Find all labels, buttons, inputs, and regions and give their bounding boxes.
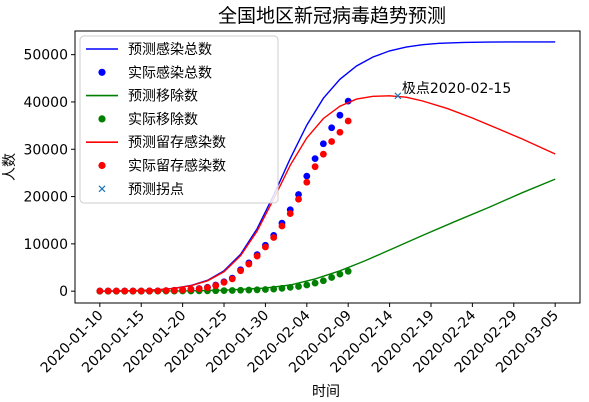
series-5-point	[146, 287, 153, 295]
series-3-point	[336, 270, 344, 278]
series-1-point	[295, 191, 302, 198]
series-5-point	[295, 195, 302, 203]
series-1-point	[303, 172, 311, 180]
series-3-point	[270, 285, 278, 293]
series-5-point	[162, 287, 170, 295]
series-5-point	[212, 282, 220, 289]
legend-dot-swatch	[98, 161, 106, 170]
inflection-annotation: 极点2020-02-15	[402, 81, 511, 97]
legend-item: 预测留存感染数	[86, 134, 226, 151]
legend-item: 实际移除数	[98, 112, 198, 128]
series-5-point	[336, 128, 344, 136]
legend-dot-swatch	[98, 115, 106, 123]
legend-label: 实际留存感染数	[128, 158, 226, 175]
series-3-point	[328, 274, 336, 281]
series-5-point	[328, 138, 336, 145]
legend-dot-swatch	[98, 68, 106, 76]
series-3-point	[220, 287, 228, 295]
series-5-point	[220, 278, 228, 286]
series-3-point	[228, 287, 236, 294]
legend-label: 实际移除数	[128, 112, 198, 128]
series-5-point	[237, 267, 244, 275]
series-5-point	[319, 150, 327, 158]
series-line-4	[99, 95, 556, 292]
series-3-point	[212, 287, 220, 295]
series-5-point	[278, 222, 286, 230]
legend-label: 预测移除数	[128, 89, 198, 105]
marker-stroke	[394, 92, 402, 100]
series-1-point	[336, 111, 344, 119]
series-1-point	[328, 124, 336, 132]
y-tick-label: 40000	[23, 95, 68, 111]
series-5-point	[137, 287, 145, 295]
plot-area	[96, 41, 556, 295]
inflection-marker	[394, 92, 402, 100]
series-3-point	[319, 277, 327, 285]
plot-frame	[74, 30, 581, 304]
series-5-point	[170, 286, 178, 294]
series-3-point	[311, 279, 319, 287]
series-3-point	[253, 286, 261, 294]
series-3-point	[286, 283, 294, 291]
series-5-point	[228, 275, 236, 283]
series-3-point	[278, 284, 286, 292]
legend-label: 预测留存感染数	[128, 134, 226, 151]
series-5-point	[121, 287, 129, 295]
series-5-point	[344, 117, 352, 125]
y-tick-label: 20000	[23, 190, 68, 206]
series-5-point	[253, 252, 261, 260]
legend-label: 预测拐点	[128, 182, 184, 198]
marker-stroke	[98, 185, 106, 193]
series-5-point	[286, 210, 294, 217]
series-5-point	[154, 287, 162, 295]
series-3-point	[237, 286, 244, 294]
series-5-point	[96, 287, 104, 295]
series-5-point	[303, 178, 311, 186]
x-axis-label: 时间	[312, 384, 340, 400]
legend-item: 预测感染总数	[86, 41, 212, 58]
series-5-point	[195, 285, 203, 293]
series-3-point	[344, 267, 352, 275]
series-1-point	[319, 140, 327, 148]
y-tick-label: 10000	[23, 237, 68, 253]
series-5-point	[104, 287, 112, 295]
series-5-point	[129, 287, 137, 295]
series-5-point	[262, 243, 269, 251]
legend-item: 预测拐点	[98, 182, 184, 198]
series-3-point	[303, 281, 311, 289]
legend-label: 实际感染总数	[128, 64, 212, 81]
legend-item: 实际留存感染数	[98, 158, 226, 175]
y-axis-label: 人数	[2, 153, 18, 181]
y-tick-label: 30000	[23, 142, 68, 158]
series-5-point	[112, 287, 120, 295]
series-3-point	[295, 283, 302, 290]
legend-item: 预测移除数	[86, 89, 198, 105]
y-tick-label: 0	[59, 284, 68, 300]
series-5-point	[311, 163, 319, 171]
series-1-point	[311, 155, 319, 163]
legend-box	[79, 35, 279, 204]
y-tick-label: 50000	[23, 48, 68, 64]
legend-item: 实际感染总数	[98, 64, 212, 81]
series-3-point	[262, 286, 269, 293]
series-5-point	[187, 285, 195, 293]
series-5-point	[245, 260, 253, 268]
series-5-point	[204, 284, 211, 292]
series-5-point	[270, 234, 278, 241]
legend-x-swatch	[98, 185, 106, 193]
chart-title: 全国地区新冠病毒趋势预测	[218, 5, 446, 27]
legend-label: 预测感染总数	[128, 41, 212, 58]
series-3-point	[245, 286, 253, 294]
series-5-point	[179, 286, 187, 294]
